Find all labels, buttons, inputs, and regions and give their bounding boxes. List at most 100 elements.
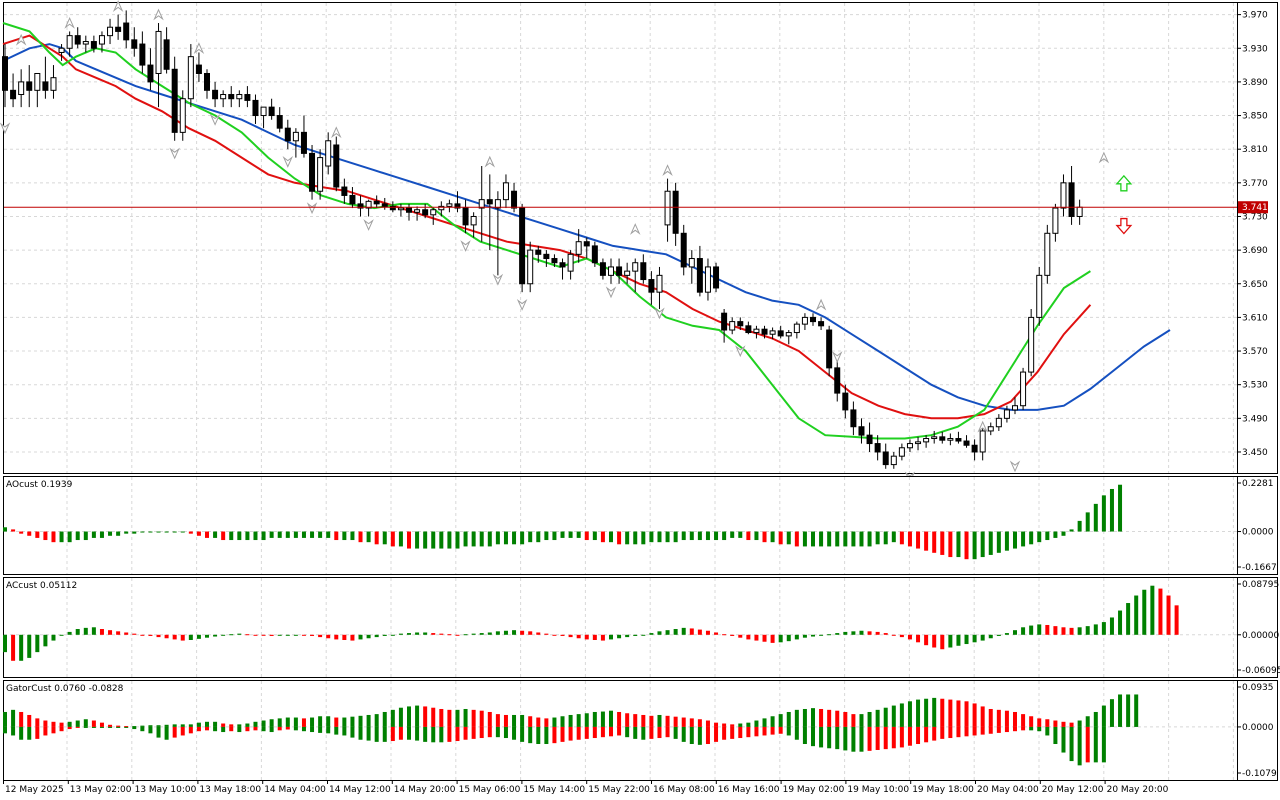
candle[interactable] (591, 241, 598, 267)
candle[interactable] (575, 229, 582, 263)
candle[interactable] (1068, 166, 1075, 225)
candle[interactable] (236, 90, 243, 108)
candle[interactable] (18, 69, 25, 108)
gator-indicator-panel[interactable]: 0.0935 0.0000 -0.1079 GatorCust 0.0760 -0.0… (3, 680, 1278, 781)
candle[interactable] (761, 325, 768, 339)
candle[interactable] (107, 18, 114, 45)
candle[interactable] (381, 197, 388, 210)
candle[interactable] (826, 325, 833, 377)
candle[interactable] (204, 69, 210, 99)
candle[interactable] (729, 317, 736, 335)
candle[interactable] (979, 426, 986, 461)
candle[interactable] (260, 106, 267, 129)
ac-indicator-panel[interactable]: 0.08795 0.00000 -0.06095 ACcust 0.05112 (3, 577, 1280, 678)
candle[interactable] (333, 136, 340, 192)
candle[interactable] (1028, 308, 1035, 377)
candle[interactable] (688, 250, 695, 284)
candle[interactable] (519, 203, 526, 293)
candle[interactable] (462, 199, 469, 234)
candle[interactable] (1052, 203, 1059, 242)
candle[interactable] (470, 212, 477, 238)
candle[interactable] (559, 258, 566, 280)
candle[interactable] (858, 418, 865, 444)
candle[interactable] (527, 241, 534, 293)
candle[interactable] (26, 65, 33, 108)
candle[interactable] (115, 14, 122, 40)
candle[interactable] (50, 65, 57, 99)
candle[interactable] (818, 317, 825, 331)
candle[interactable] (430, 208, 437, 225)
candle[interactable] (947, 433, 954, 446)
candle[interactable] (543, 250, 550, 267)
candle[interactable] (163, 27, 170, 74)
candle[interactable] (987, 422, 994, 436)
candle[interactable] (624, 262, 631, 284)
candle[interactable] (139, 31, 146, 74)
candle[interactable] (874, 435, 881, 461)
candle[interactable] (42, 56, 49, 99)
candle[interactable] (317, 149, 324, 200)
price-panel[interactable]: 3.970 3.930 3.890 3.850 3.810 3.770 3.730 3.690… (0, 0, 1278, 484)
candle[interactable] (494, 191, 501, 276)
candle[interactable] (680, 224, 687, 276)
candle[interactable] (195, 52, 202, 82)
candle[interactable] (648, 271, 655, 305)
candle[interactable] (656, 266, 663, 309)
candle[interactable] (131, 27, 138, 57)
candle[interactable] (292, 128, 299, 158)
candle[interactable] (171, 56, 178, 141)
candle[interactable] (58, 44, 65, 61)
candle[interactable] (1044, 224, 1051, 284)
candle[interactable] (446, 199, 453, 213)
candle[interactable] (373, 195, 380, 209)
candle[interactable] (842, 384, 849, 419)
candle[interactable] (834, 359, 841, 402)
candle[interactable] (244, 86, 251, 108)
candle[interactable] (220, 90, 227, 108)
candle[interactable] (971, 439, 978, 461)
candle[interactable] (599, 258, 606, 280)
candle[interactable] (866, 422, 873, 452)
candle[interactable] (915, 436, 922, 451)
candle[interactable] (583, 237, 590, 259)
candle[interactable] (454, 191, 461, 213)
candle[interactable] (1020, 367, 1027, 410)
candle[interactable] (82, 35, 89, 53)
candle[interactable] (567, 250, 574, 280)
candle[interactable] (551, 254, 558, 267)
candle[interactable] (300, 115, 307, 158)
candle[interactable] (1060, 174, 1067, 217)
candle[interactable] (745, 321, 752, 335)
candle[interactable] (212, 81, 219, 108)
candle[interactable] (422, 203, 429, 219)
candle[interactable] (252, 94, 259, 124)
candle[interactable] (704, 258, 711, 301)
candle[interactable] (923, 435, 930, 448)
candle[interactable] (268, 98, 275, 120)
candle[interactable] (123, 10, 130, 49)
candle[interactable] (98, 31, 105, 53)
candle[interactable] (325, 132, 332, 175)
candle[interactable] (187, 44, 194, 108)
candle[interactable] (502, 174, 509, 209)
candle[interactable] (276, 107, 283, 133)
candle[interactable] (777, 325, 784, 339)
candle[interactable] (753, 325, 760, 339)
candle[interactable] (179, 90, 186, 141)
candle[interactable] (66, 31, 73, 57)
candle[interactable] (785, 330, 792, 345)
candle[interactable] (284, 119, 291, 150)
candle[interactable] (801, 313, 808, 331)
candle[interactable] (955, 431, 962, 444)
candle[interactable] (341, 178, 348, 204)
candle[interactable] (357, 195, 364, 217)
candle[interactable] (898, 443, 905, 461)
candle[interactable] (10, 73, 17, 108)
candle[interactable] (438, 201, 445, 217)
candle[interactable] (486, 174, 493, 251)
candle[interactable] (397, 203, 404, 217)
candle[interactable] (713, 262, 720, 293)
candle[interactable] (309, 144, 316, 200)
candle[interactable] (2, 44, 8, 108)
candle[interactable] (890, 451, 897, 469)
